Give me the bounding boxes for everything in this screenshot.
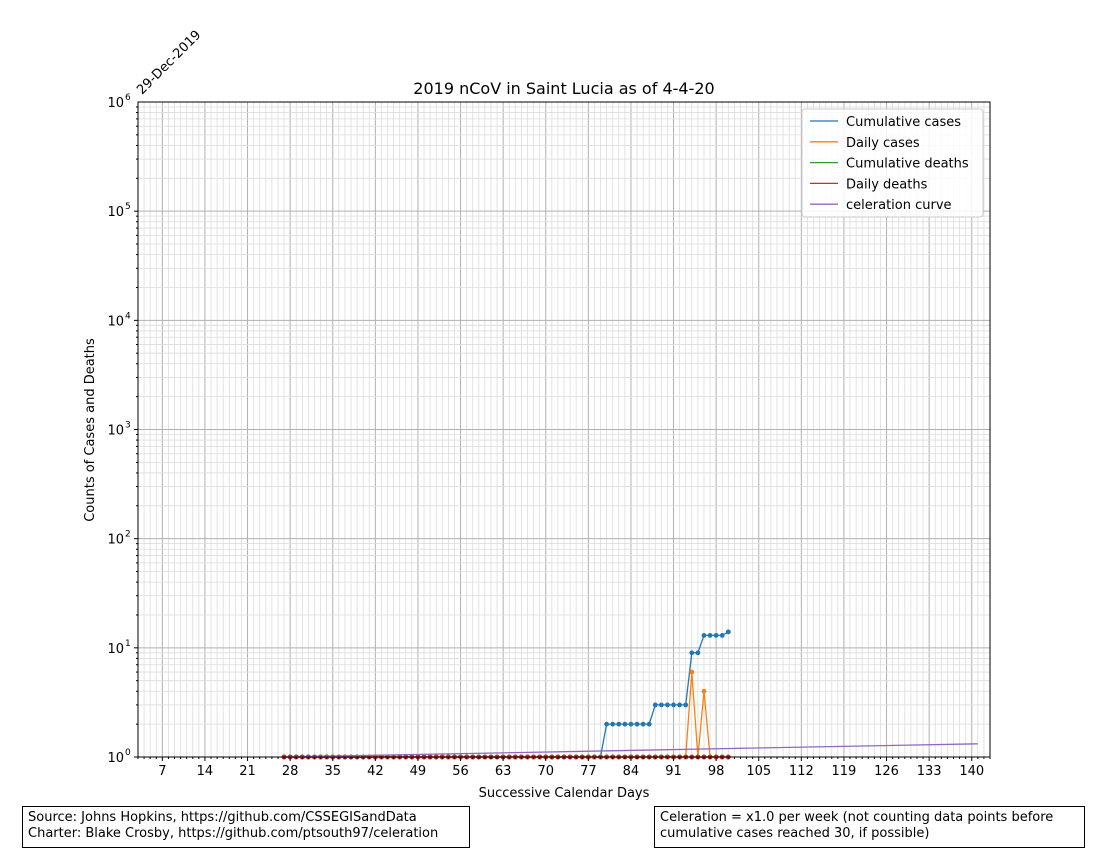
series-line (284, 743, 978, 758)
data-point (652, 702, 658, 708)
data-point (665, 702, 670, 708)
y-tick-exponent: 0 (125, 748, 131, 758)
series-1 (281, 669, 731, 760)
x-tick-label: 21 (239, 764, 256, 779)
chart-title: 2019 nCoV in Saint Lucia as of 4-4-20 (413, 79, 714, 98)
x-tick-label: 28 (282, 764, 299, 779)
x-tick-label: 112 (789, 764, 814, 779)
source-line: Source: Johns Hopkins, https://github.co… (28, 810, 417, 825)
x-tick-label: 77 (580, 764, 597, 779)
data-point (634, 721, 640, 727)
legend-label: Daily deaths (846, 177, 928, 192)
x-tick-label: 49 (410, 764, 427, 779)
x-tick-label: 119 (832, 764, 857, 779)
series-4 (284, 743, 978, 758)
x-tick-label: 7 (158, 764, 166, 779)
data-point (640, 721, 646, 727)
x-tick-label: 98 (708, 764, 725, 779)
source-box: Source: Johns Hopkins, https://github.co… (22, 806, 470, 848)
y-tick-label: 10 (107, 205, 124, 220)
data-point (604, 721, 609, 727)
y-tick-exponent: 3 (125, 421, 131, 431)
x-tick-label: 133 (917, 764, 942, 779)
x-tick-label: 56 (452, 764, 469, 779)
x-tick-label: 14 (197, 764, 214, 779)
y-tick-exponent: 2 (125, 530, 131, 540)
data-point (719, 632, 725, 638)
data-point (725, 629, 731, 635)
y-tick-exponent: 6 (125, 93, 131, 103)
chart: 7 14 21 28 35 42 49 56 63 70 77 84 91 98 105 112 119 126 1… (83, 28, 991, 800)
x-tick-label: 84 (623, 764, 640, 779)
x-axis-label: Successive Calendar Days (479, 786, 650, 800)
data-point (658, 702, 664, 708)
legend-label: Cumulative deaths (846, 157, 969, 172)
data-point (701, 632, 707, 638)
charter-line: Charter: Blake Crosby, https://github.co… (28, 826, 439, 841)
data-point (610, 721, 616, 727)
celeration-note: Celeration = x1.0 per week (not counting… (654, 806, 1085, 848)
x-tick-label: 70 (537, 764, 554, 779)
legend: Cumulative cases Daily cases Cumulative de… (801, 108, 984, 218)
x-tick-label: 63 (495, 764, 512, 779)
start-date-label: 29-Dec-2019 (134, 28, 204, 98)
data-point (683, 702, 689, 708)
data-point (677, 702, 683, 708)
data-point (689, 669, 695, 675)
legend-label: celeration curve (846, 198, 952, 213)
y-tick-exponent: 4 (125, 311, 131, 321)
data-point (622, 721, 628, 727)
x-tick-label: 91 (665, 764, 682, 779)
legend-box (801, 108, 984, 218)
series-0 (281, 629, 731, 760)
y-tick-label: 10 (107, 642, 124, 657)
y-axis-label: Counts of Cases and Deaths (83, 338, 98, 522)
axis-ticks: 7 14 21 28 35 42 49 56 63 70 77 84 91 98 105 112 119 126 1… (107, 93, 991, 779)
series-layer (281, 629, 978, 760)
y-tick-label: 10 (107, 424, 124, 439)
data-point (671, 702, 676, 708)
x-tick-label: 126 (874, 764, 899, 779)
data-point (689, 650, 695, 656)
legend-label: Cumulative cases (846, 115, 961, 130)
x-tick-label: 42 (367, 764, 384, 779)
x-tick-label: 35 (324, 764, 341, 779)
x-tick-label: 105 (746, 764, 771, 779)
data-point (616, 721, 622, 727)
y-tick-label: 10 (107, 751, 124, 766)
data-point (701, 688, 707, 694)
data-point (713, 632, 719, 638)
data-point (695, 650, 701, 656)
y-tick-label: 10 (107, 314, 124, 329)
y-tick-exponent: 5 (125, 202, 131, 212)
x-tick-label: 140 (959, 764, 984, 779)
y-tick-exponent: 1 (125, 639, 131, 649)
legend-label: Daily cases (846, 136, 920, 151)
data-point (628, 721, 634, 727)
y-tick-label: 10 (107, 96, 124, 111)
data-point (646, 721, 652, 727)
y-tick-label: 10 (107, 533, 124, 548)
data-point (707, 632, 713, 638)
